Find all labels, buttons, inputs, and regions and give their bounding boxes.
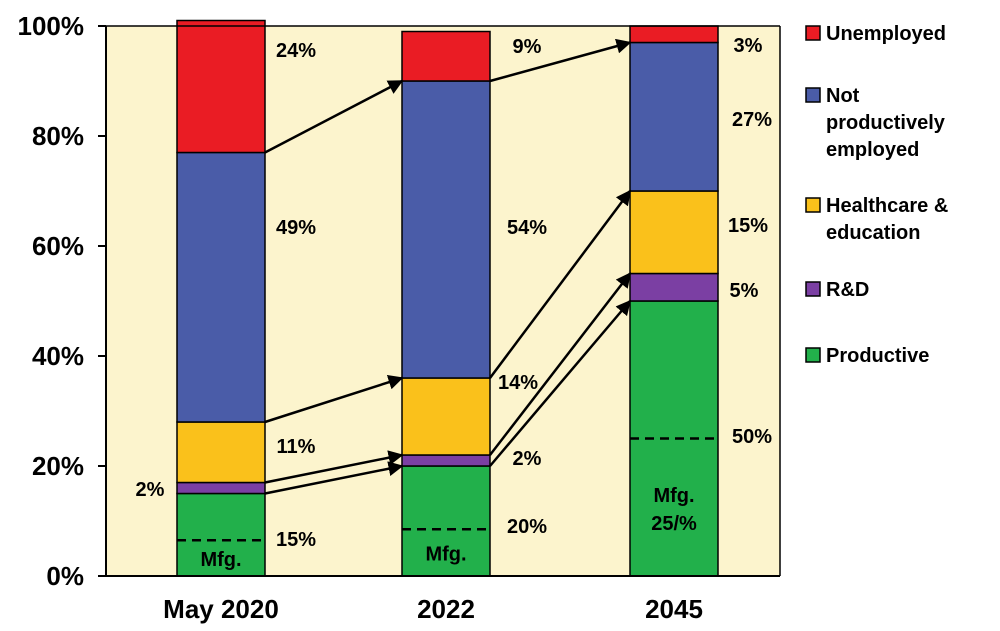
legend-label: Healthcare & (826, 195, 948, 217)
bar-segment (176, 19, 266, 154)
legend-label: productively (826, 112, 946, 134)
value-label: 24% (276, 40, 316, 62)
bar-segment (629, 41, 719, 192)
x-category-label: 2022 (417, 594, 475, 624)
axes-group: 0% 20% 40% 60% 80% 100% May 2020 2022 2045 (18, 11, 781, 624)
transition-arrow (264, 461, 404, 495)
bar-segment (176, 151, 266, 423)
value-label: 49% (276, 217, 316, 239)
transition-arrow (489, 38, 632, 83)
value-label: 3% (734, 35, 763, 57)
legend-label: R&D (826, 279, 869, 301)
transition-arrow (264, 450, 404, 484)
value-label: 14% (498, 372, 538, 394)
legend-label: education (826, 222, 920, 244)
mfg-label: Mfg. (200, 549, 241, 571)
bar-segment (629, 25, 719, 44)
bar-segment (176, 481, 266, 495)
legend-swatch (805, 197, 821, 213)
legend-label: Productive (826, 345, 929, 367)
y-tick-label: 20% (32, 451, 84, 481)
value-label: 54% (507, 217, 547, 239)
arrows-group (264, 38, 632, 495)
bar-segment (176, 421, 266, 484)
bar-segment (629, 190, 719, 275)
transition-arrow (489, 299, 631, 467)
bar-segment (401, 30, 491, 82)
x-category-label: 2045 (645, 594, 703, 624)
y-tick-label: 80% (32, 121, 84, 151)
value-label: 20% (507, 516, 547, 538)
x-category-label: May 2020 (163, 594, 279, 624)
value-label: 11% (277, 436, 316, 458)
legend: Unemployed Not productively employed Healthc… (805, 23, 948, 367)
legend-label: Unemployed (826, 23, 946, 45)
bar-segment (401, 454, 491, 467)
legend-label: employed (826, 139, 919, 161)
bar-segment (629, 272, 719, 302)
legend-swatch (805, 25, 821, 41)
legend-swatch (805, 87, 821, 103)
bar-segment (629, 300, 719, 577)
y-tick-label: 100% (18, 11, 85, 41)
y-tick-label: 0% (46, 561, 84, 591)
legend-swatch (805, 347, 821, 363)
value-label: 50% (732, 426, 772, 448)
mfg-label: 25/% (651, 513, 697, 535)
transition-arrow (264, 79, 404, 154)
value-label: 2% (136, 479, 165, 501)
value-label: 27% (732, 109, 772, 131)
value-label: 15% (728, 215, 768, 237)
value-label: 5% (730, 280, 759, 302)
transition-arrow (489, 272, 631, 456)
transition-arrow (264, 374, 404, 424)
legend-label: Not (826, 85, 860, 107)
legend-swatch (805, 281, 821, 297)
y-tick-label: 60% (32, 231, 84, 261)
bars-group (176, 19, 719, 577)
value-label: 9% (513, 36, 542, 58)
y-tick-label: 40% (32, 341, 84, 371)
mfg-label: Mfg. (653, 485, 694, 507)
bar-segment (176, 492, 266, 577)
bar-segment (401, 377, 491, 456)
mfg-label: Mfg. (425, 544, 466, 566)
transition-arrow (488, 189, 632, 379)
value-label: 2% (513, 448, 542, 470)
labels-group: Mfg. Mfg. Mfg. 25/% 15% 20% 50% 2% 2% 5% 11% 14% 15%… (136, 35, 773, 571)
value-label: 15% (276, 529, 316, 551)
bar-segment (401, 80, 491, 379)
